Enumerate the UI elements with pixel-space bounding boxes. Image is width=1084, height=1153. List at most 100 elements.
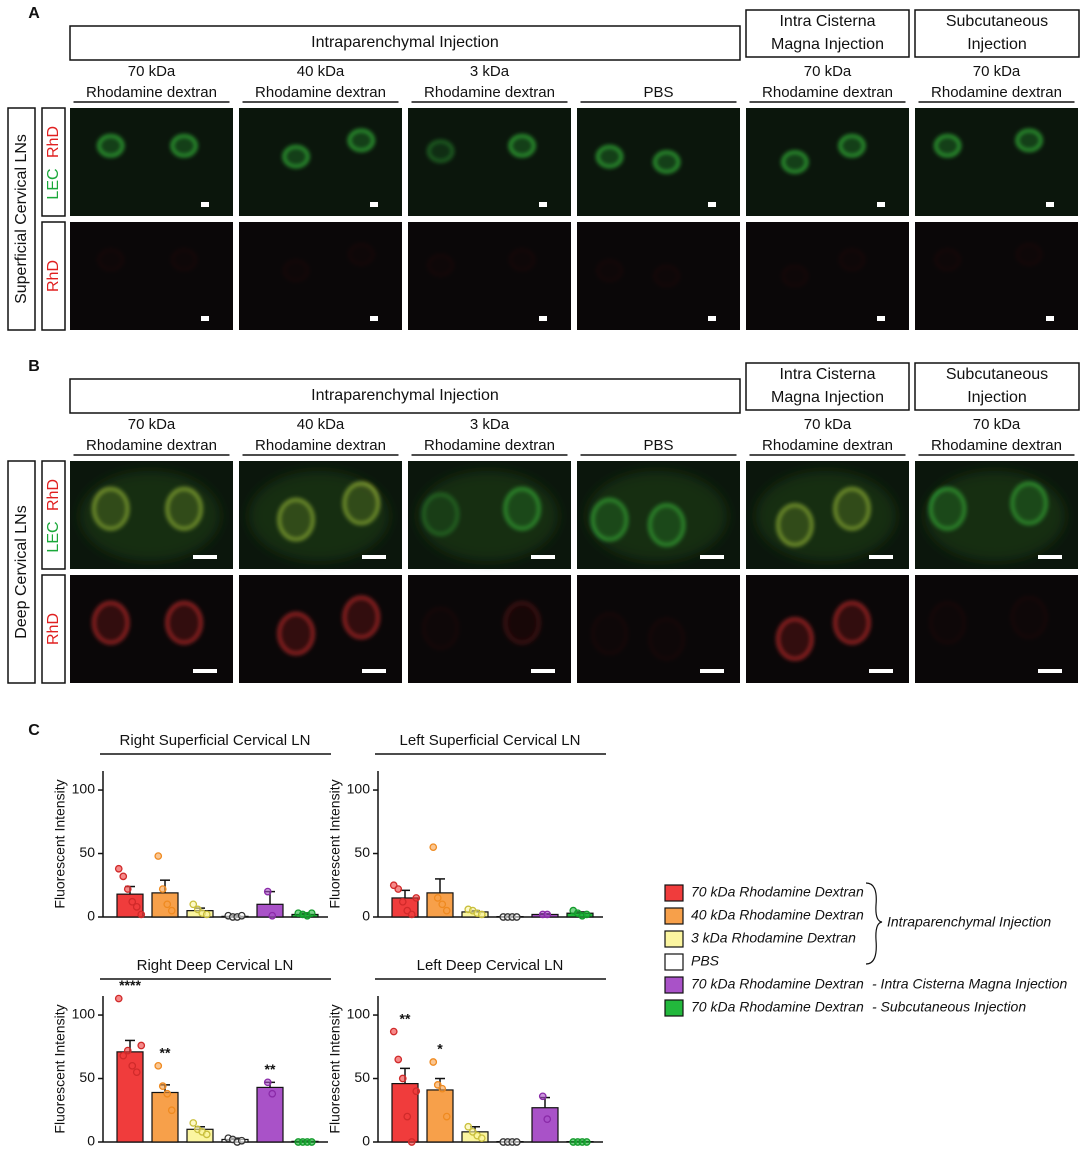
group-box (69, 25, 741, 61)
y-tick-label: 50 (79, 844, 95, 860)
chart-title: Left Superficial Cervical LN (400, 732, 581, 749)
lymph-node (92, 601, 130, 645)
scale-bar (877, 202, 885, 207)
scale-bar (1046, 316, 1054, 321)
micrograph (746, 461, 909, 569)
tissue-glow (925, 471, 1065, 561)
lymph-node (1015, 243, 1043, 266)
data-point (132, 902, 141, 911)
y-axis-label: Fluorescent Intensity (52, 1004, 68, 1133)
y-tick-label: 50 (354, 844, 370, 860)
row-label: RhD (45, 479, 62, 511)
tissue-glow (249, 471, 389, 561)
lymph-node (838, 248, 866, 272)
micrograph-bg (239, 222, 402, 330)
y-tick-label: 0 (362, 908, 370, 924)
data-point (412, 1087, 421, 1096)
micrograph (239, 108, 402, 216)
y-tick-label: 100 (347, 1006, 371, 1022)
scale-bar (362, 555, 386, 559)
tissue-glow (80, 471, 220, 561)
lymph-node (653, 150, 680, 174)
lymph-node (342, 595, 380, 639)
micrograph (746, 575, 909, 683)
tissue-box (7, 107, 36, 331)
data-point (167, 1106, 176, 1115)
micrograph-bg (408, 575, 571, 683)
row-label-box (41, 107, 66, 217)
data-point (189, 900, 198, 909)
scale-bar (869, 555, 893, 559)
bar (116, 893, 144, 918)
legend-swatch (664, 953, 684, 971)
scale-bar (201, 202, 209, 207)
lymph-node (596, 259, 623, 282)
scale-bar (370, 316, 378, 321)
micrograph-bg (70, 108, 233, 216)
legend-label: 3 kDa Rhodamine Dextran (691, 930, 856, 946)
data-point (394, 1055, 403, 1064)
data-point (158, 885, 167, 893)
data-point (263, 1078, 272, 1087)
scale-bar (370, 202, 378, 207)
data-point (477, 1134, 486, 1143)
micrograph (577, 575, 740, 683)
y-axis-label: Fluorescent Intensity (52, 779, 68, 908)
y-tick-label: 50 (79, 1069, 95, 1085)
data-point (477, 910, 486, 919)
group-label: Subcutaneous (946, 13, 1048, 30)
lymph-node (776, 617, 814, 661)
data-point (158, 1082, 167, 1090)
column-label: 3 kDa (470, 416, 510, 433)
group-label: Subcutaneous (946, 366, 1048, 383)
panel-label: B (28, 358, 40, 375)
micrograph-bg (746, 575, 909, 683)
y-tick-label: 100 (72, 1006, 96, 1022)
legend-swatch (664, 930, 684, 948)
tissue-box (7, 460, 36, 684)
lymph-node (596, 145, 623, 168)
column-label: Rhodamine dextran (255, 437, 386, 454)
lymph-node (1015, 129, 1043, 152)
chart-title: Left Deep Cervical LN (417, 957, 564, 974)
y-tick-label: 50 (354, 1069, 370, 1085)
lymph-node (348, 129, 375, 152)
data-point (538, 1092, 547, 1101)
lymph-node (422, 606, 460, 650)
lymph-node (97, 134, 124, 158)
lymph-node (648, 617, 686, 661)
significance: **** (119, 977, 141, 993)
scale-bar (201, 316, 209, 321)
lymph-node (282, 145, 310, 168)
data-point (429, 1058, 438, 1066)
data-point (433, 894, 442, 902)
legend-label: 70 kDa Rhodamine Dextran (691, 976, 864, 992)
y-tick-label: 0 (87, 1133, 95, 1149)
column-label: Rhodamine dextran (255, 84, 386, 101)
legend-label: 70 kDa Rhodamine Dextran (691, 884, 864, 900)
data-point (137, 1041, 146, 1050)
micrograph-bg (577, 222, 740, 330)
micrograph (408, 461, 571, 569)
row-label-box (41, 460, 66, 570)
data-point (407, 1138, 416, 1146)
micrograph (239, 461, 402, 569)
scale-bar (539, 316, 547, 321)
data-point (237, 911, 246, 920)
column-label: Rhodamine dextran (424, 84, 555, 101)
lymph-node (591, 612, 629, 656)
data-point (268, 911, 277, 920)
column-label: Rhodamine dextran (86, 84, 217, 101)
data-point (189, 1119, 198, 1127)
column-label: Rhodamine dextran (762, 84, 893, 101)
micrograph-bg (239, 575, 402, 683)
column-label: Rhodamine dextran (931, 437, 1062, 454)
group-label: Intra Cisterna (779, 13, 875, 30)
lymph-node (97, 248, 124, 272)
column-label: 70 kDa (973, 416, 1021, 433)
lymph-node (503, 601, 541, 645)
legend-swatch (664, 907, 684, 925)
column-label: 40 kDa (297, 416, 345, 433)
row-label: LEC (45, 168, 62, 199)
data-point (154, 1061, 163, 1070)
